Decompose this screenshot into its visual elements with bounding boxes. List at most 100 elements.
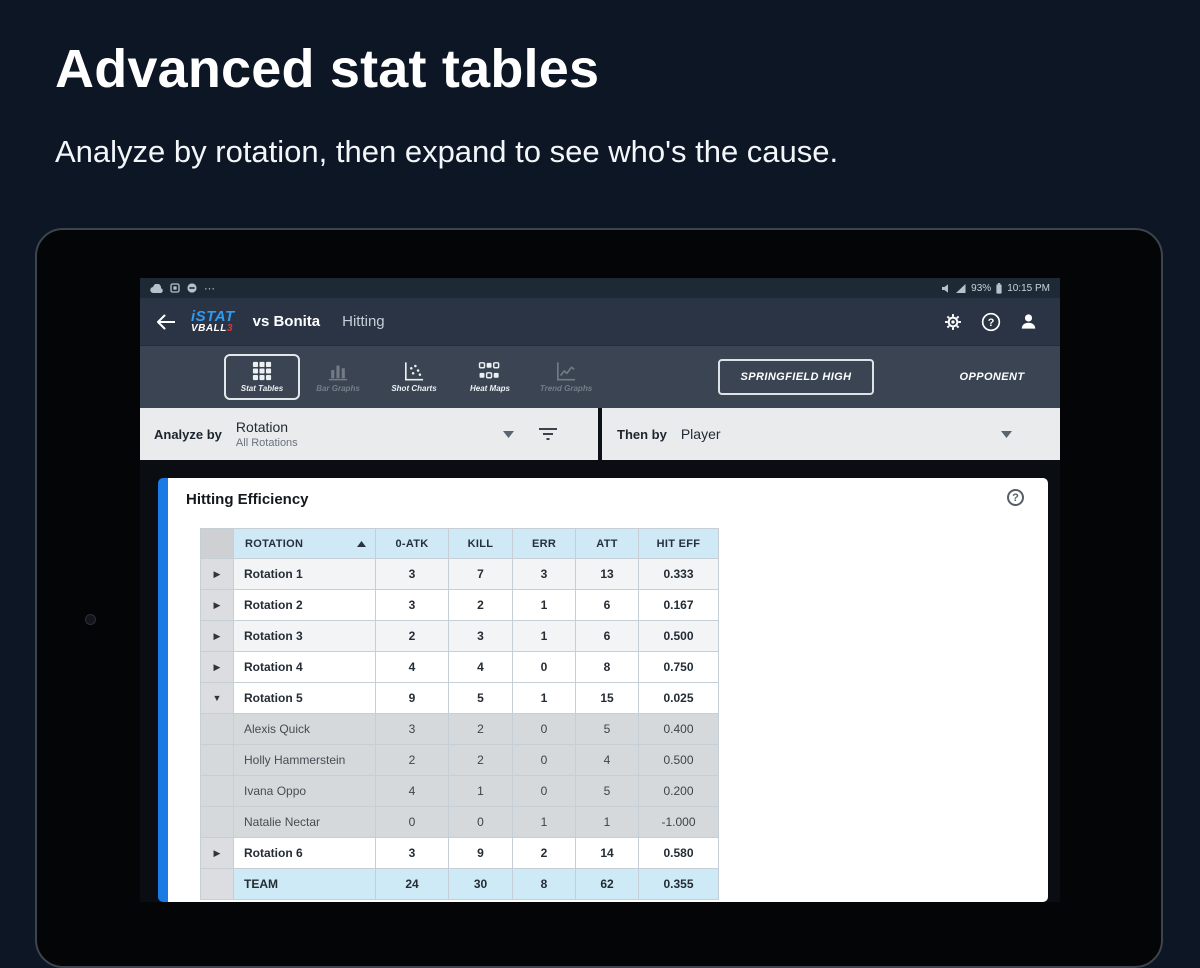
back-arrow-icon[interactable] <box>156 314 175 330</box>
stat-cell: 62 <box>575 868 639 900</box>
stat-cell: 3 <box>375 713 449 745</box>
battery-percent: 93% <box>971 282 992 294</box>
expand-toggle-icon[interactable]: ▶ <box>200 620 234 652</box>
expand-toggle-icon[interactable]: ▼ <box>200 682 234 714</box>
stat-cell: 24 <box>375 868 449 900</box>
stat-cell: 2 <box>512 837 576 869</box>
bar-graphs-icon <box>327 361 349 381</box>
stat-cell: 0.400 <box>638 713 719 745</box>
sort-asc-icon <box>357 540 366 547</box>
stat-cell: 0.025 <box>638 682 719 714</box>
expand-toggle-icon[interactable] <box>200 868 234 900</box>
status-bar: ⋯ 93% 10:15 PM <box>140 278 1060 298</box>
expand-toggle-icon[interactable] <box>200 744 234 776</box>
tab-bar-graphs[interactable]: Bar Graphs <box>300 354 376 400</box>
stat-cell: 0.580 <box>638 837 719 869</box>
filter-list-icon[interactable] <box>538 427 558 441</box>
shot-charts-icon <box>403 361 425 381</box>
column-header-err[interactable]: ERR <box>512 528 576 559</box>
tab-stat-tables[interactable]: Stat Tables <box>224 354 300 400</box>
stat-cell: 7 <box>448 558 513 590</box>
row-label: Rotation 1 <box>233 558 376 590</box>
expand-toggle-icon[interactable]: ▶ <box>200 558 234 590</box>
stat-cell: 3 <box>375 589 449 621</box>
overflow-dots: ⋯ <box>204 282 216 295</box>
stat-cell: 0 <box>448 806 513 838</box>
expand-toggle-icon[interactable] <box>200 775 234 807</box>
stat-cell: 0.167 <box>638 589 719 621</box>
stat-cell: 0.750 <box>638 651 719 683</box>
expand-toggle-icon[interactable]: ▶ <box>200 837 234 869</box>
column-header-rotation[interactable]: ROTATION <box>233 528 376 559</box>
stat-cell: 6 <box>575 620 639 652</box>
table-row[interactable]: ▶ Rotation 2 3 2 1 6 0.167 <box>200 589 719 621</box>
card-help-icon[interactable]: ? <box>1007 489 1024 506</box>
stat-cell: 2 <box>448 713 513 745</box>
stat-cell: 0.500 <box>638 620 719 652</box>
circle-app-icon <box>187 283 197 293</box>
analyze-by-dropdown[interactable]: Analyze by Rotation All Rotations <box>140 408 598 460</box>
person-icon[interactable] <box>1019 312 1038 331</box>
stats-table-body: ▶ Rotation 1 3 7 3 13 0.333 ▶ Rotation 2… <box>200 558 719 900</box>
stat-cell: 4 <box>448 651 513 683</box>
logo-line1: iSTAT <box>191 308 235 325</box>
row-label: TEAM <box>233 868 376 900</box>
stat-tables-icon <box>251 361 273 381</box>
table-row[interactable]: ▶ Rotation 4 4 4 0 8 0.750 <box>200 651 719 683</box>
stat-cell: 2 <box>375 744 449 776</box>
signal-icon <box>956 283 966 293</box>
stat-cell: 5 <box>448 682 513 714</box>
stat-cell: 1 <box>575 806 639 838</box>
match-title: vs Bonita <box>252 313 321 330</box>
column-header-att[interactable]: ATT <box>575 528 639 559</box>
gear-icon[interactable] <box>943 312 963 332</box>
hero-title: Advanced stat tables <box>55 39 600 99</box>
table-row[interactable]: ▶ Rotation 1 3 7 3 13 0.333 <box>200 558 719 590</box>
stat-cell: 0 <box>375 806 449 838</box>
stat-cell: 1 <box>512 806 576 838</box>
view-title: Hitting <box>342 313 385 330</box>
tab-trend-graphs[interactable]: Trend Graphs <box>528 354 604 400</box>
table-header-row: ROTATION 0-ATK KILL ERR ATT HIT EFF <box>200 528 719 559</box>
expand-toggle-icon[interactable]: ▶ <box>200 651 234 683</box>
help-icon[interactable]: ? <box>981 312 1001 332</box>
chevron-down-icon <box>503 430 514 438</box>
expand-toggle-icon[interactable]: ▶ <box>200 589 234 621</box>
table-row[interactable]: Natalie Nectar 0 0 1 1 -1.000 <box>200 806 719 838</box>
table-row[interactable]: Holly Hammerstein 2 2 0 4 0.500 <box>200 744 719 776</box>
screenshot-icon <box>170 283 180 293</box>
row-label: Natalie Nectar <box>233 806 376 838</box>
tab-label: Heat Maps <box>469 384 510 393</box>
table-row[interactable]: ▶ Rotation 3 2 3 1 6 0.500 <box>200 620 719 652</box>
team-toggle: SPRINGFIELD HIGH OPPONENT <box>690 346 1060 408</box>
stat-cell: 0.333 <box>638 558 719 590</box>
stat-cell: 1 <box>512 620 576 652</box>
expand-column-header <box>200 528 234 559</box>
stat-cell: 0 <box>512 651 576 683</box>
tab-label: Bar Graphs <box>316 384 360 393</box>
table-row[interactable]: Ivana Oppo 4 1 0 5 0.200 <box>200 775 719 807</box>
expand-toggle-icon[interactable] <box>200 806 234 838</box>
logo-version: 3 <box>226 323 233 334</box>
tab-shot-charts[interactable]: Shot Charts <box>376 354 452 400</box>
stat-cell: 4 <box>375 775 449 807</box>
logo-line2: VBALL3 <box>191 323 233 334</box>
tab-heat-maps[interactable]: Heat Maps <box>452 354 528 400</box>
row-label: Alexis Quick <box>233 713 376 745</box>
table-row[interactable]: TEAM 24 30 8 62 0.355 <box>200 868 719 900</box>
table-row[interactable]: Alexis Quick 3 2 0 5 0.400 <box>200 713 719 745</box>
column-header-kill[interactable]: KILL <box>448 528 513 559</box>
stat-cell: 3 <box>375 558 449 590</box>
table-row[interactable]: ▶ Rotation 6 3 9 2 14 0.580 <box>200 837 719 869</box>
row-label: Rotation 2 <box>233 589 376 621</box>
table-row[interactable]: ▼ Rotation 5 9 5 1 15 0.025 <box>200 682 719 714</box>
then-by-dropdown[interactable]: Then by Player <box>602 408 1060 460</box>
team-button-home[interactable]: SPRINGFIELD HIGH <box>718 359 874 395</box>
row-label: Holly Hammerstein <box>233 744 376 776</box>
column-header-0atk[interactable]: 0-ATK <box>375 528 449 559</box>
expand-toggle-icon[interactable] <box>200 713 234 745</box>
view-tabs: Stat Tables Bar Graphs Shot Charts <box>140 346 690 408</box>
team-button-opponent[interactable]: OPPONENT <box>959 371 1025 383</box>
column-header-hiteff[interactable]: HIT EFF <box>638 528 719 559</box>
stat-cell: 4 <box>375 651 449 683</box>
